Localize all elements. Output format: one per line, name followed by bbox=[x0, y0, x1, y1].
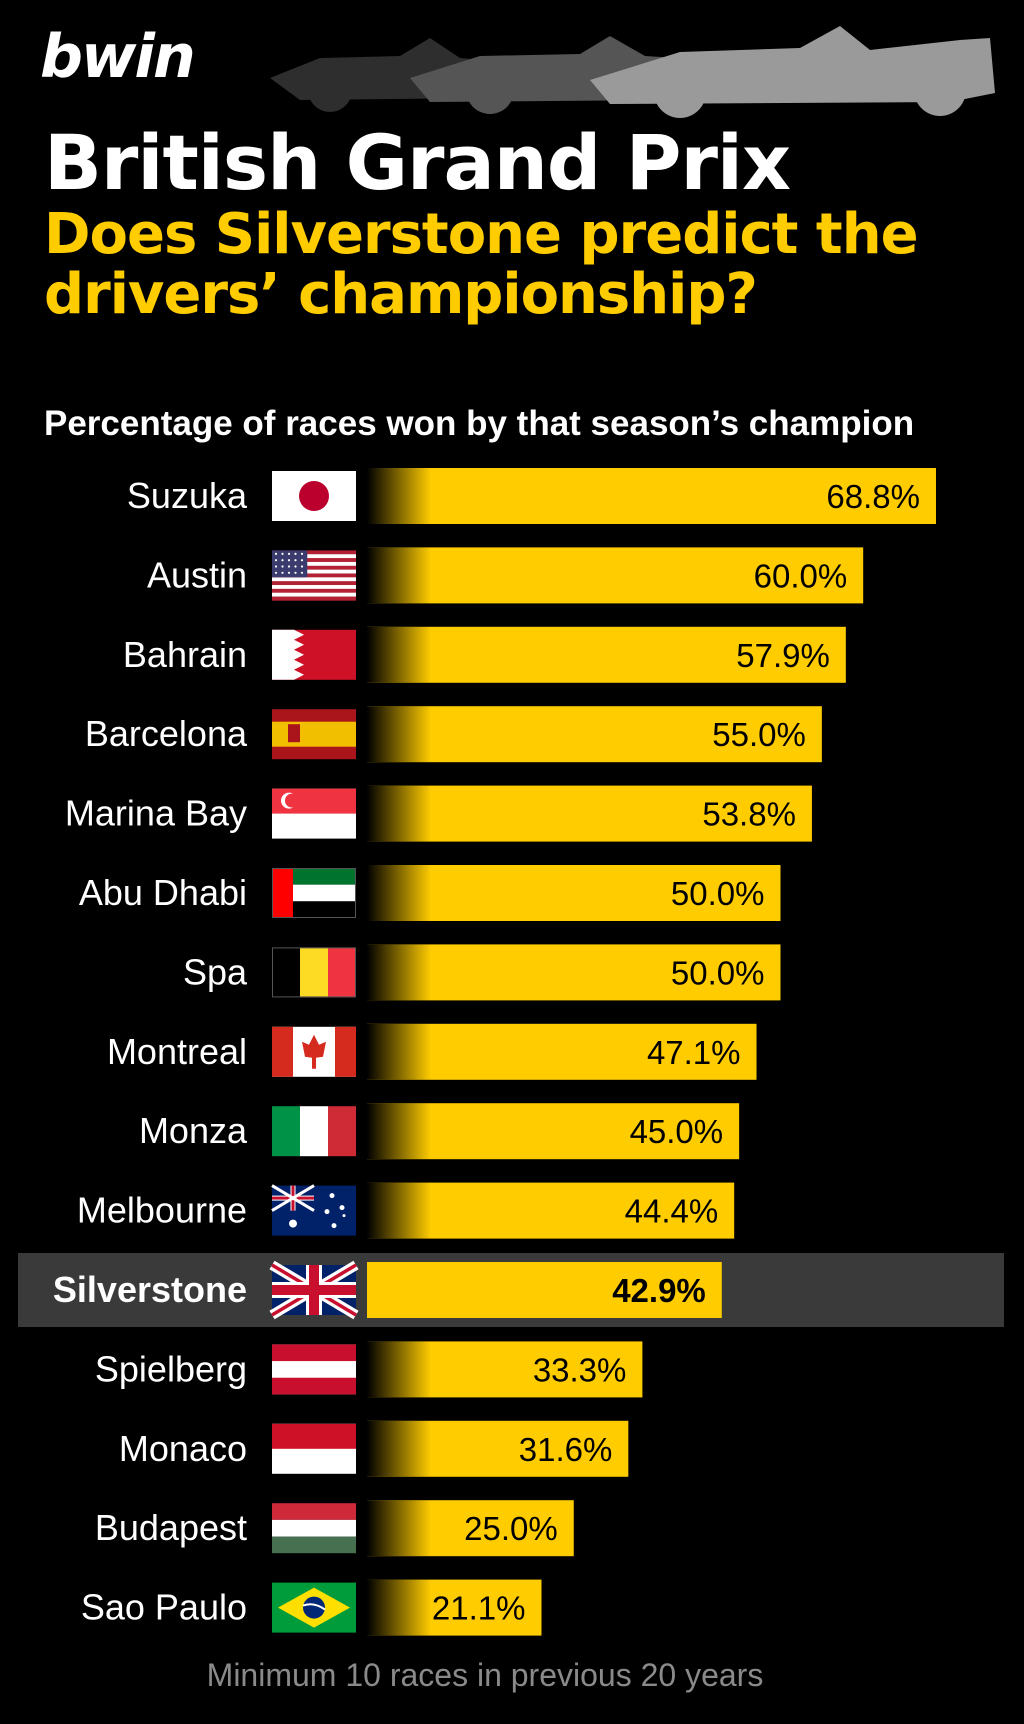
bar-row: Spa 50.0% bbox=[183, 944, 781, 1001]
austria-flag-icon bbox=[272, 1344, 356, 1395]
bar-fade bbox=[367, 547, 431, 604]
bar-row-highlighted: Silverstone 42.9% bbox=[18, 1253, 1004, 1327]
bar-row: Melbourne 44.4% bbox=[77, 1182, 735, 1239]
value-label: 68.8% bbox=[826, 478, 920, 515]
value-label: 33.3% bbox=[533, 1351, 627, 1388]
bar-fade bbox=[367, 468, 431, 524]
bar bbox=[367, 1262, 722, 1318]
bar-row: Montreal 47.1% bbox=[107, 1023, 757, 1080]
bar-row: Marina Bay 53.8% bbox=[65, 785, 812, 842]
f1-cars-silhouette bbox=[270, 26, 995, 118]
category-label: Marina Bay bbox=[65, 793, 247, 834]
value-label: 25.0% bbox=[464, 1510, 558, 1547]
value-label: 60.0% bbox=[754, 557, 848, 594]
bwin-logo: bwin bbox=[40, 22, 196, 92]
bar-fade bbox=[367, 1023, 431, 1080]
uae-flag-icon bbox=[272, 868, 356, 918]
category-label: Monaco bbox=[119, 1428, 247, 1469]
bar-row: Bahrain 57.9% bbox=[123, 626, 846, 683]
category-label: Austin bbox=[147, 554, 247, 595]
value-label: 50.0% bbox=[671, 875, 765, 912]
category-label: Melbourne bbox=[77, 1190, 247, 1231]
chart-description: Percentage of races won by that season’s… bbox=[44, 404, 915, 443]
bar bbox=[367, 706, 822, 763]
bar-row: Suzuka 68.8% bbox=[127, 468, 936, 524]
bar-row: Barcelona 55.0% bbox=[85, 706, 822, 763]
bar-row: Sao Paulo 21.1% bbox=[81, 1579, 542, 1636]
spain-flag-icon bbox=[272, 709, 356, 760]
bar bbox=[367, 468, 936, 524]
category-label: Barcelona bbox=[85, 713, 248, 754]
category-label: Spielberg bbox=[95, 1348, 247, 1389]
category-label: Suzuka bbox=[127, 475, 248, 516]
australia-flag-icon bbox=[271, 1184, 356, 1236]
bar-fade bbox=[367, 626, 431, 683]
value-label: 50.0% bbox=[671, 954, 765, 991]
category-label: Budapest bbox=[95, 1507, 247, 1548]
bar bbox=[367, 944, 781, 1001]
bar-fade bbox=[367, 1341, 431, 1398]
bar-row: Monaco 31.6% bbox=[119, 1420, 629, 1477]
page-subtitle: Does Silverstone predict the drivers’ ch… bbox=[44, 202, 919, 327]
bar-fade bbox=[367, 1420, 431, 1477]
value-label: 47.1% bbox=[647, 1034, 741, 1071]
bar-row: Monza 45.0% bbox=[139, 1103, 740, 1160]
bar bbox=[367, 1023, 757, 1080]
value-label: 21.1% bbox=[432, 1590, 526, 1627]
hungary-flag-icon bbox=[272, 1503, 356, 1554]
value-label: 44.4% bbox=[625, 1193, 719, 1230]
bahrain-flag-icon bbox=[272, 629, 356, 680]
value-label: 31.6% bbox=[519, 1431, 613, 1468]
brazil-flag-icon bbox=[272, 1582, 356, 1633]
bar bbox=[367, 865, 781, 921]
category-label: Sao Paulo bbox=[81, 1587, 247, 1628]
value-label: 42.9% bbox=[612, 1272, 706, 1309]
value-label: 55.0% bbox=[712, 716, 806, 753]
italy-flag-icon bbox=[272, 1106, 356, 1157]
canada-flag-icon bbox=[272, 1026, 356, 1077]
uk-flag-icon bbox=[269, 1260, 359, 1320]
bar-row: Spielberg 33.3% bbox=[95, 1341, 643, 1398]
category-label: Silverstone bbox=[53, 1269, 247, 1310]
category-label: Abu Dhabi bbox=[79, 872, 247, 913]
singapore-flag-icon bbox=[272, 788, 356, 839]
value-label: 45.0% bbox=[630, 1113, 724, 1150]
bar-fade bbox=[367, 1500, 431, 1557]
bar bbox=[367, 626, 846, 683]
bar-fade bbox=[367, 1182, 431, 1239]
value-label: 53.8% bbox=[702, 796, 796, 833]
footnote: Minimum 10 races in previous 20 years bbox=[206, 1657, 764, 1693]
usa-flag-icon bbox=[272, 550, 356, 601]
bar-fade bbox=[367, 706, 431, 763]
bar-fade bbox=[367, 1103, 431, 1160]
bar-row: Abu Dhabi 50.0% bbox=[79, 865, 781, 921]
category-label: Monza bbox=[139, 1110, 248, 1151]
value-label: 57.9% bbox=[736, 637, 830, 674]
category-label: Montreal bbox=[107, 1031, 247, 1072]
bar bbox=[367, 785, 812, 842]
monaco-flag-icon bbox=[272, 1423, 356, 1474]
category-label: Bahrain bbox=[123, 634, 247, 675]
bar-row: Budapest 25.0% bbox=[95, 1500, 574, 1557]
category-label: Spa bbox=[183, 951, 248, 992]
bar bbox=[367, 547, 864, 604]
bar-fade bbox=[367, 785, 431, 842]
bar-fade bbox=[367, 865, 431, 921]
bar-row: Austin 60.0% bbox=[147, 547, 864, 604]
page-title: British Grand Prix bbox=[44, 118, 791, 207]
belgium-flag-icon bbox=[272, 947, 356, 998]
bar-fade bbox=[367, 1579, 431, 1636]
bar-fade bbox=[367, 944, 431, 1001]
japan-flag-icon bbox=[272, 471, 356, 521]
